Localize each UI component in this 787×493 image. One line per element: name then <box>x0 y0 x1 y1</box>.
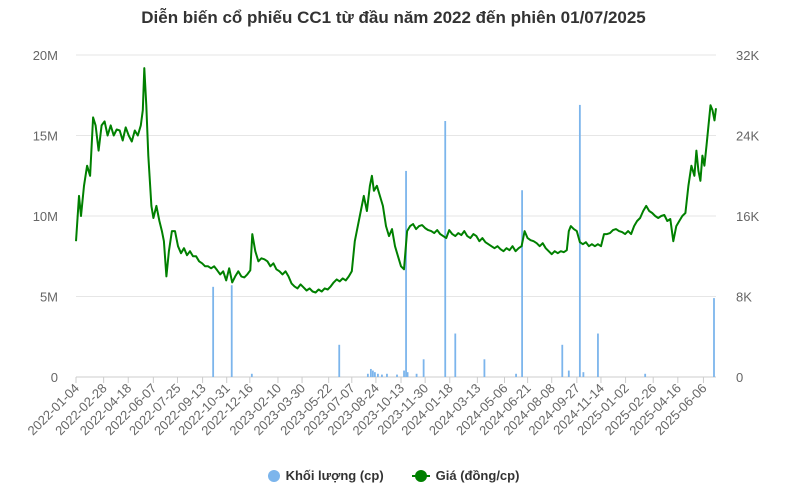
volume-bar[interactable] <box>371 370 374 377</box>
legend: Khối lượng (cp) Giá (đồng/cp) <box>0 468 787 483</box>
price-line[interactable] <box>75 67 717 294</box>
volume-bar[interactable] <box>597 333 599 377</box>
volume-bar[interactable] <box>369 368 372 377</box>
legend-volume-label: Khối lượng (cp) <box>285 468 384 483</box>
volume-bar[interactable] <box>386 373 388 377</box>
y-left-tick-label: 15M <box>33 129 58 144</box>
legend-volume-marker <box>267 469 280 482</box>
volume-bar[interactable] <box>250 373 253 377</box>
legend-price-label: Giá (đồng/cp) <box>435 468 520 483</box>
y-right-tick-label: 0 <box>736 370 743 385</box>
legend-item-volume[interactable]: Khối lượng (cp) <box>267 468 384 483</box>
volume-bar[interactable] <box>567 370 570 377</box>
y-right-tick-label: 24K <box>736 129 759 144</box>
chart-title: Diễn biến cổ phiếu CC1 từ đầu năm 2022 đ… <box>141 8 646 27</box>
y-left-tick-label: 10M <box>33 209 58 224</box>
volume-bar[interactable] <box>444 121 447 377</box>
y-left-tick-label: 20M <box>33 48 58 63</box>
volume-bar[interactable] <box>644 373 647 377</box>
volume-bar[interactable] <box>366 373 369 377</box>
volume-bar[interactable] <box>561 344 564 377</box>
price-line-group <box>75 67 717 294</box>
y-right-tick-label: 16K <box>736 209 759 224</box>
y-left-tick-label: 5M <box>40 290 58 305</box>
volume-bar[interactable] <box>483 359 486 377</box>
volume-bar[interactable] <box>422 359 425 377</box>
y-left-tick-label: 0 <box>51 370 58 385</box>
volume-bar[interactable] <box>403 370 405 377</box>
y-right-tick-label: 32K <box>736 48 759 63</box>
volume-bar[interactable] <box>713 298 715 377</box>
legend-price-marker <box>411 469 430 482</box>
volume-bar[interactable] <box>338 344 341 377</box>
volume-bar[interactable] <box>582 372 585 377</box>
volume-bar[interactable] <box>396 374 398 377</box>
volume-bar[interactable] <box>521 190 523 377</box>
volume-bar[interactable] <box>454 333 457 377</box>
grid-lines <box>76 54 716 378</box>
volume-bar[interactable] <box>381 374 383 377</box>
volume-bar[interactable] <box>374 372 376 377</box>
volume-bar[interactable] <box>230 285 233 377</box>
volume-bar[interactable] <box>212 286 215 377</box>
volume-bar[interactable] <box>377 373 379 377</box>
volume-bar[interactable] <box>415 373 418 377</box>
volume-bar[interactable] <box>405 170 407 377</box>
legend-item-price[interactable]: Giá (đồng/cp) <box>411 468 520 483</box>
volume-bar[interactable] <box>406 372 409 377</box>
volume-bar[interactable] <box>515 373 517 377</box>
y-right-tick-label: 8K <box>736 290 752 305</box>
volume-bars <box>212 104 715 377</box>
